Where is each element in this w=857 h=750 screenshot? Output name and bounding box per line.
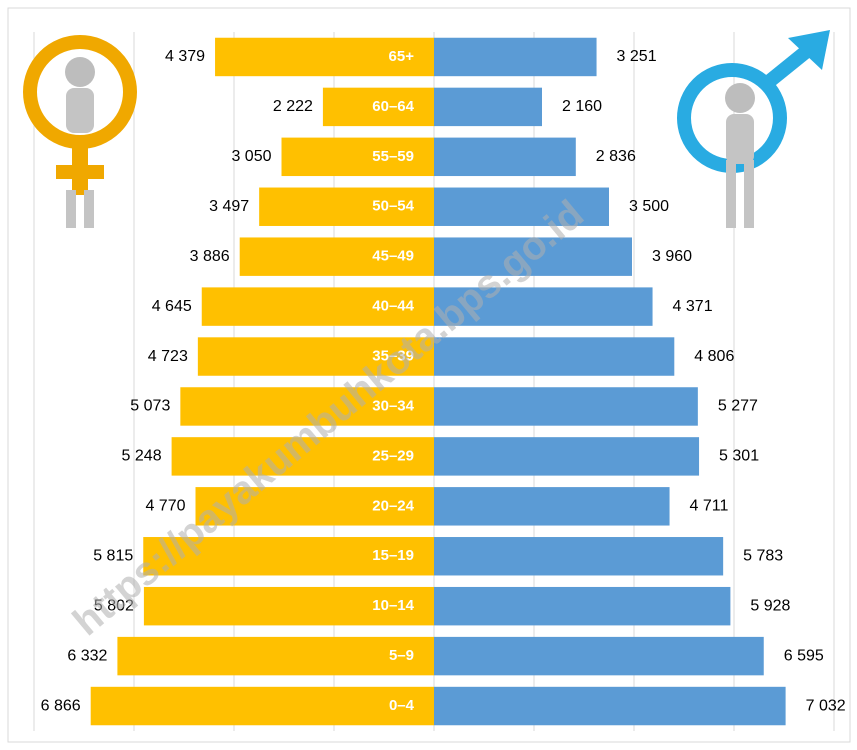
- value-label: 3 050: [231, 148, 271, 165]
- value-label: 5 073: [130, 398, 170, 415]
- bar: [281, 137, 434, 177]
- value-label: 3 960: [652, 248, 692, 265]
- bar: [434, 437, 700, 476]
- value-label: 5 301: [719, 448, 759, 465]
- category-label: 50–54: [372, 198, 414, 215]
- category-label: 60–64: [372, 98, 414, 115]
- category-label: 30–34: [372, 397, 414, 414]
- value-label: 3 886: [190, 248, 230, 265]
- category-label: 45–49: [372, 248, 414, 265]
- bar: [90, 686, 434, 726]
- bar: [434, 586, 731, 626]
- value-label: 5 248: [122, 448, 162, 465]
- bar: [201, 287, 434, 326]
- bar: [434, 537, 724, 576]
- value-label: 3 251: [617, 48, 657, 65]
- value-label: 6 595: [784, 647, 824, 664]
- value-label: 2 836: [596, 148, 636, 165]
- category-label: 5–9: [389, 647, 414, 664]
- bar: [215, 37, 434, 77]
- value-label: 5 277: [718, 398, 758, 415]
- category-label: 65+: [389, 48, 415, 65]
- value-label: 4 645: [152, 298, 192, 315]
- bar: [434, 387, 698, 426]
- bar: [171, 437, 434, 476]
- category-label: 0–4: [389, 697, 415, 714]
- value-label: 4 806: [694, 348, 734, 365]
- value-label: 4 379: [165, 48, 205, 65]
- category-label: 25–29: [372, 447, 414, 464]
- bar: [434, 337, 675, 376]
- value-label: 4 770: [145, 498, 185, 515]
- bar: [434, 636, 764, 676]
- value-label: 5 783: [743, 547, 783, 564]
- bar: [180, 387, 434, 426]
- category-label: 15–19: [372, 547, 414, 564]
- bar: [117, 636, 435, 676]
- category-label: 10–14: [372, 597, 414, 614]
- value-label: 2 160: [562, 98, 602, 115]
- bar: [195, 487, 434, 526]
- value-label: 3 500: [629, 198, 669, 215]
- bar: [434, 487, 670, 526]
- male-icon: [677, 30, 830, 228]
- bar: [434, 87, 542, 127]
- value-label: 4 723: [148, 348, 188, 365]
- value-label: 5 928: [750, 597, 790, 614]
- value-label: 6 866: [41, 697, 81, 714]
- bar: [197, 337, 434, 376]
- bar: [434, 187, 609, 226]
- category-label: 35–39: [372, 348, 414, 365]
- value-label: 5 802: [94, 597, 134, 614]
- value-label: 4 371: [673, 298, 713, 315]
- value-label: 6 332: [67, 647, 107, 664]
- category-label: 40–44: [372, 298, 414, 315]
- bar: [434, 137, 576, 177]
- value-label: 7 032: [806, 697, 846, 714]
- female-icon: [23, 35, 137, 228]
- bar: [434, 237, 632, 276]
- bar: [239, 237, 434, 276]
- bar: [434, 287, 653, 326]
- bar: [322, 87, 434, 127]
- bar: [259, 187, 434, 226]
- bar: [143, 537, 434, 576]
- value-label: 4 711: [690, 498, 729, 515]
- bar: [143, 586, 434, 626]
- value-label: 5 815: [93, 547, 133, 564]
- marks: 4 379 3 251 65+ 2 222 2 160 60–64 3 050 2 836 55…: [41, 37, 846, 726]
- value-label: 3 497: [209, 198, 249, 215]
- category-label: 55–59: [372, 148, 414, 165]
- bar: [434, 37, 597, 77]
- bar: [434, 686, 786, 726]
- category-label: 20–24: [372, 497, 414, 514]
- value-label: 2 222: [273, 98, 313, 115]
